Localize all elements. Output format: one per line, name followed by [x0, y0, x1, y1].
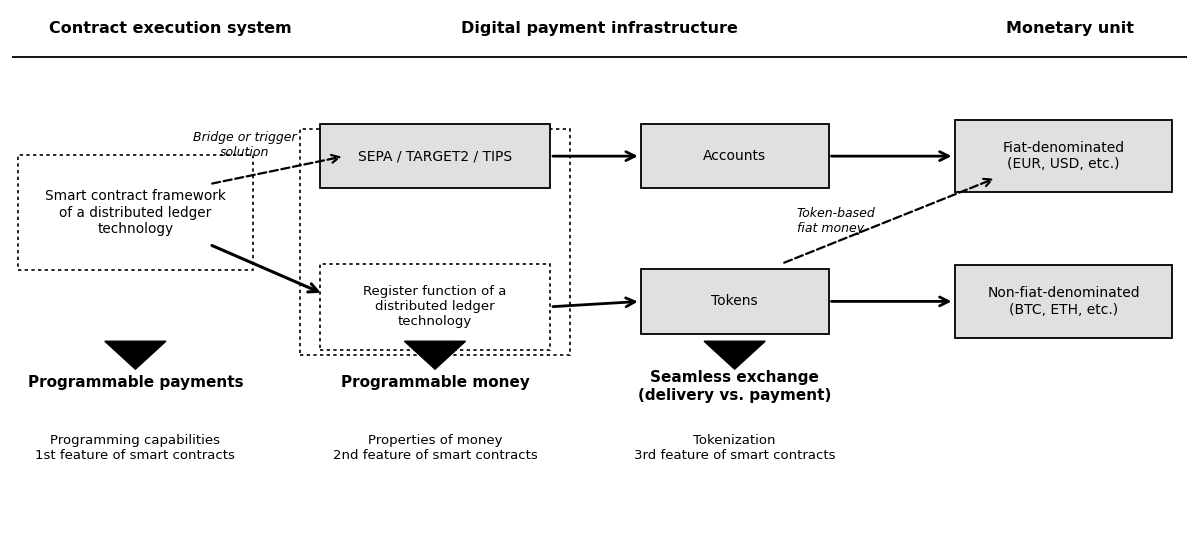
- Text: Token-based
fiat money: Token-based fiat money: [797, 206, 875, 235]
- Text: Programming capabilities
1st feature of smart contracts: Programming capabilities 1st feature of …: [36, 434, 235, 462]
- Text: Tokenization
3rd feature of smart contracts: Tokenization 3rd feature of smart contra…: [634, 434, 836, 462]
- Text: Properties of money
2nd feature of smart contracts: Properties of money 2nd feature of smart…: [332, 434, 537, 462]
- Text: Digital payment infrastructure: Digital payment infrastructure: [462, 20, 737, 36]
- Text: Bridge or trigger
solution: Bridge or trigger solution: [193, 131, 296, 159]
- Polygon shape: [104, 341, 165, 369]
- Text: SEPA / TARGET2 / TIPS: SEPA / TARGET2 / TIPS: [359, 149, 512, 163]
- Bar: [18, 155, 253, 271]
- Text: Smart contract framework
of a distributed ledger
technology: Smart contract framework of a distribute…: [44, 189, 225, 236]
- Bar: [954, 120, 1173, 193]
- Text: Programmable payments: Programmable payments: [28, 374, 243, 390]
- Bar: [300, 129, 570, 355]
- Bar: [954, 265, 1173, 338]
- Text: Non-fiat-denominated
(BTC, ETH, etc.): Non-fiat-denominated (BTC, ETH, etc.): [987, 286, 1140, 317]
- Text: Register function of a
distributed ledger
technology: Register function of a distributed ledge…: [363, 285, 507, 328]
- Polygon shape: [704, 341, 765, 369]
- Bar: [640, 269, 829, 334]
- Bar: [320, 124, 549, 188]
- Bar: [320, 264, 549, 350]
- Bar: [640, 124, 829, 188]
- Text: Tokens: Tokens: [711, 294, 758, 309]
- Text: Fiat-denominated
(EUR, USD, etc.): Fiat-denominated (EUR, USD, etc.): [1002, 141, 1125, 171]
- Text: Contract execution system: Contract execution system: [49, 20, 291, 36]
- Polygon shape: [404, 341, 465, 369]
- Text: Seamless exchange
(delivery vs. payment): Seamless exchange (delivery vs. payment): [638, 370, 831, 402]
- Text: Programmable money: Programmable money: [341, 374, 530, 390]
- Text: Monetary unit: Monetary unit: [1006, 20, 1133, 36]
- Text: Accounts: Accounts: [703, 149, 766, 163]
